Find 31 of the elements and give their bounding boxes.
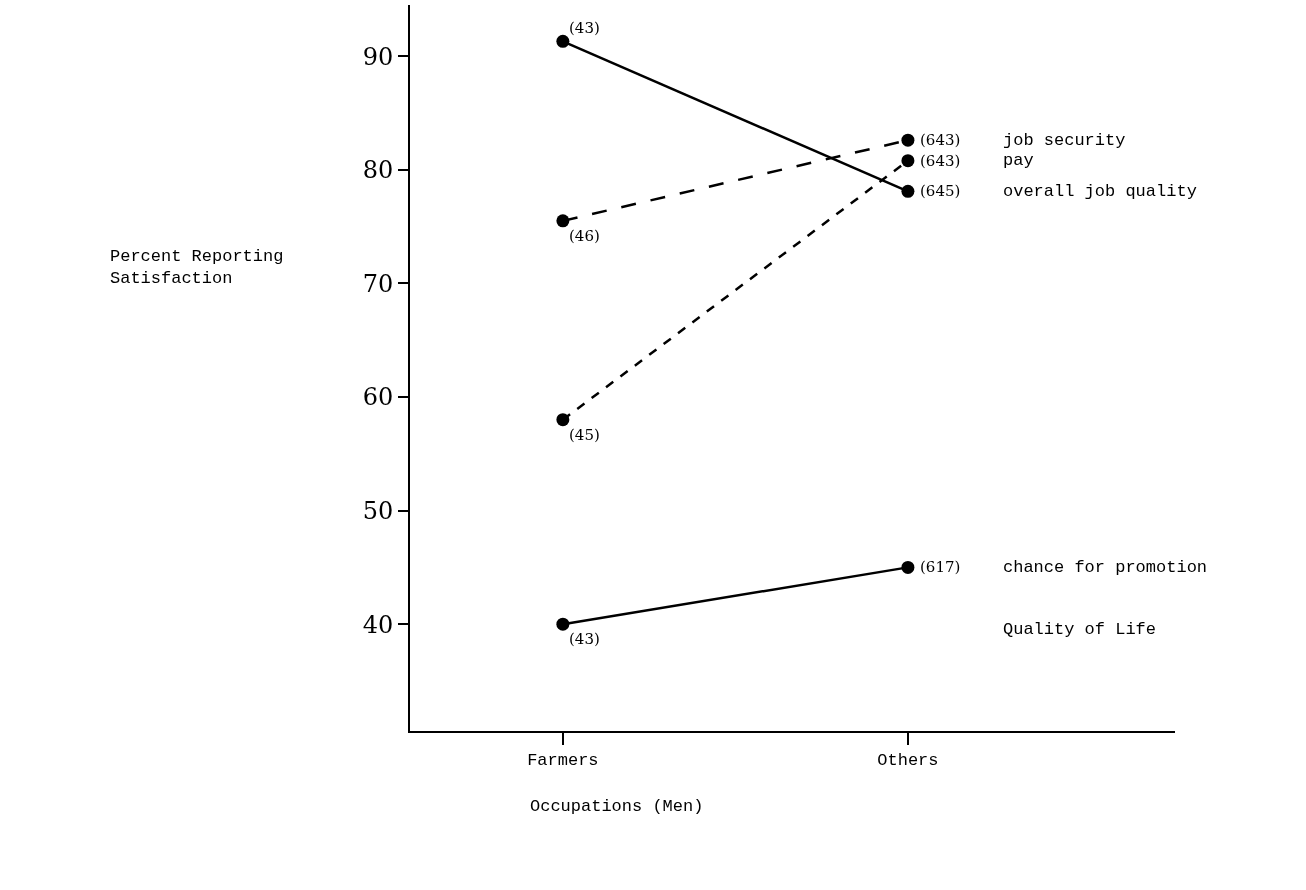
x-tick-label: Farmers	[527, 751, 599, 771]
annotation: Quality of Life	[1003, 620, 1157, 639]
y-tick-label: 80	[362, 156, 394, 185]
y-tick-label: 90	[362, 42, 394, 71]
annotation: (617)	[920, 558, 961, 576]
text: chance for promotion	[1003, 558, 1208, 577]
x-tick-label: Others	[877, 751, 939, 771]
text: pay	[1003, 151, 1034, 170]
y-tick-label: 50	[362, 496, 394, 525]
y-tick-label: 60	[362, 383, 394, 412]
point	[901, 154, 915, 168]
annotation: (643)	[920, 152, 961, 170]
point	[901, 560, 915, 574]
annotation: (43)	[569, 19, 600, 37]
text: job security	[1003, 131, 1126, 150]
annotation: (45)	[569, 426, 600, 444]
annotation: (46)	[569, 227, 600, 245]
annotation: (643)	[920, 131, 961, 149]
x-axis-title: Occupations (Men)	[530, 797, 704, 816]
y-tick-label: 70	[362, 269, 394, 298]
annotation: (43)	[569, 630, 600, 648]
text: overall job quality	[1003, 182, 1197, 201]
point	[556, 617, 570, 631]
point	[556, 214, 570, 228]
point	[556, 34, 570, 48]
y-tick-label: 40	[362, 610, 394, 639]
annotation: (645)	[920, 182, 961, 200]
point	[901, 184, 915, 198]
point	[901, 133, 915, 147]
y-axis-title: Percent Reporting Satisfaction	[110, 247, 284, 289]
point	[556, 413, 570, 427]
